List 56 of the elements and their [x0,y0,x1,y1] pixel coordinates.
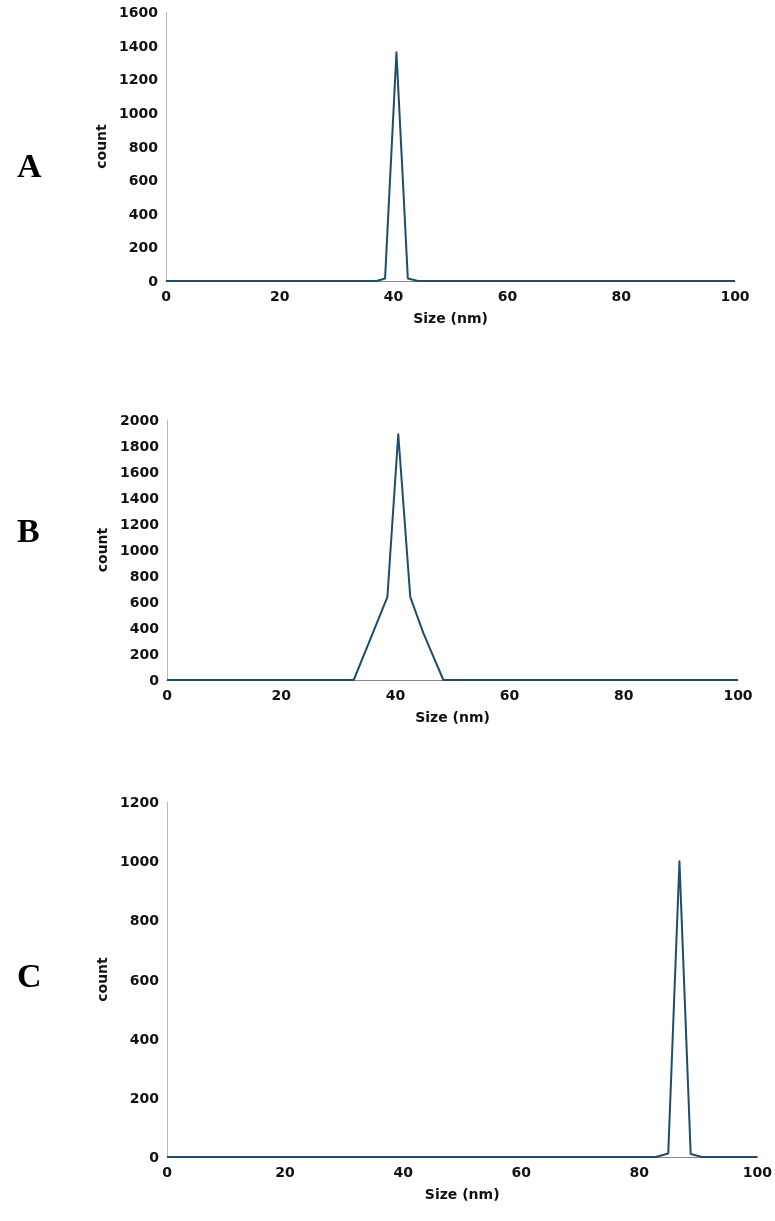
y-tick-label: 400 [128,205,159,222]
x-tick-label: 40 [383,288,404,304]
x-axis-title: Size (nm) [415,709,490,725]
y-tick-label: 400 [129,1030,160,1047]
x-tick-label: 20 [275,1164,296,1180]
y-tick-label: 1000 [120,853,160,870]
y-tick-label: 1200 [119,71,159,88]
y-tick-label: 200 [128,239,159,256]
text: B [17,511,40,549]
x-tick-label: 60 [511,1164,532,1180]
y-tick-label: 1600 [119,4,159,20]
y-tick-label: 1600 [120,464,160,480]
y-tick-label: 1400 [120,490,160,506]
line-series [166,860,759,1158]
y-tick-label: 600 [129,971,160,988]
x-tick-label: 0 [162,687,173,703]
y-tick-label: 600 [128,172,159,189]
line-series [166,433,739,681]
y-tick-label: 1000 [120,542,160,558]
x-tick-label: 100 [742,1164,773,1180]
x-tick-label: 20 [271,687,292,703]
y-tick-label: 0 [148,273,159,289]
y-tick-label: 1000 [119,104,159,121]
y-axis-title: count [93,123,110,169]
x-tick-label: 0 [162,1164,173,1180]
x-tick-label: 60 [497,288,518,304]
y-tick-label: 1200 [120,516,160,532]
x-tick-label: 60 [499,687,520,703]
y-tick-label: 400 [129,620,160,636]
text: A [17,146,42,184]
x-tick-label: 80 [629,1164,650,1180]
y-axis-title: count [94,956,111,1002]
x-tick-label: 0 [161,288,172,304]
x-tick-label: 40 [393,1164,414,1180]
y-tick-label: 200 [129,1089,160,1106]
y-tick-label: 2000 [120,412,160,428]
x-axis-title: Size (nm) [424,1186,500,1202]
y-tick-label: 1400 [119,37,159,54]
x-axis-title: Size (nm) [413,310,488,326]
y-tick-label: 800 [129,568,160,584]
y-tick-label: 1200 [120,794,160,810]
y-tick-label: 800 [128,138,159,155]
y-tick-label: 0 [149,672,160,688]
text: C [17,957,42,994]
x-tick-label: 40 [385,687,406,703]
x-tick-label: 100 [723,687,753,703]
x-tick-label: 80 [614,687,634,703]
x-tick-label: 80 [611,288,632,304]
x-tick-label: 20 [270,288,290,304]
y-axis-title: count [94,527,111,573]
x-tick-label: 100 [720,288,750,304]
y-tick-label: 600 [129,594,160,610]
y-tick-label: 1800 [120,438,160,454]
y-tick-label: 200 [129,646,160,662]
y-tick-label: 0 [149,1149,160,1165]
y-tick-label: 800 [129,912,160,929]
